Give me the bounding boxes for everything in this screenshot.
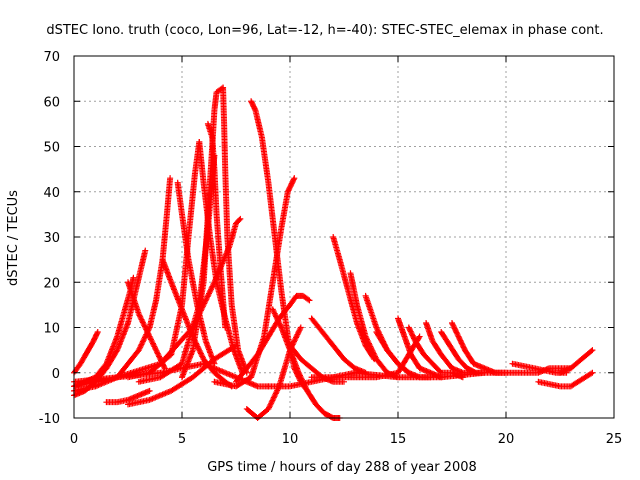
y-tick-label: 0 (52, 367, 60, 382)
y-tick-label: 70 (43, 50, 60, 65)
data-points (557, 347, 596, 376)
axis-ticks: 0 5 10 15 20 25 -10 0 10 20 30 40 50 60 70 (39, 50, 623, 447)
data-series-track (308, 315, 369, 376)
data-points (103, 387, 153, 406)
data-series-track (233, 292, 313, 385)
data-points (269, 306, 343, 421)
data-points (308, 315, 369, 376)
y-tick-label: -10 (39, 412, 60, 427)
data-series-track (211, 175, 298, 390)
data-points (125, 342, 239, 408)
data-series-track (71, 329, 101, 376)
data-series-track (103, 387, 153, 406)
x-tick-label: 0 (70, 432, 78, 447)
data-points (71, 329, 101, 376)
x-tick-label: 10 (282, 432, 299, 447)
data-points (449, 319, 509, 376)
x-axis-label: GPS time / hours of day 288 of year 2008 (207, 460, 477, 475)
data-series-track (125, 342, 239, 408)
x-tick-label: 15 (390, 432, 407, 447)
data-points (265, 369, 358, 390)
x-tick-label: 5 (178, 432, 186, 447)
y-tick-label: 20 (43, 276, 60, 291)
data-points (233, 292, 313, 385)
y-tick-label: 60 (43, 95, 60, 110)
data-series-track (535, 369, 596, 390)
data-series (71, 84, 596, 421)
data-series-track (269, 306, 343, 421)
data-points (330, 234, 378, 363)
data-series-track (71, 175, 174, 394)
data-series-track (449, 319, 509, 376)
x-tick-label: 25 (606, 432, 623, 447)
data-series-track (330, 234, 378, 363)
x-tick-label: 20 (498, 432, 515, 447)
y-tick-label: 10 (43, 322, 60, 337)
data-series-track (265, 369, 358, 390)
data-points (211, 175, 298, 390)
y-tick-label: 50 (43, 141, 60, 156)
chart-title: dSTEC Iono. truth (coco, Lon=96, Lat=-12… (46, 23, 603, 38)
data-points (535, 369, 596, 390)
data-series-track (557, 347, 596, 376)
y-tick-label: 30 (43, 231, 60, 246)
y-axis-label: dSTEC / TECUs (6, 190, 21, 286)
y-tick-label: 40 (43, 186, 60, 201)
data-points (71, 175, 174, 394)
